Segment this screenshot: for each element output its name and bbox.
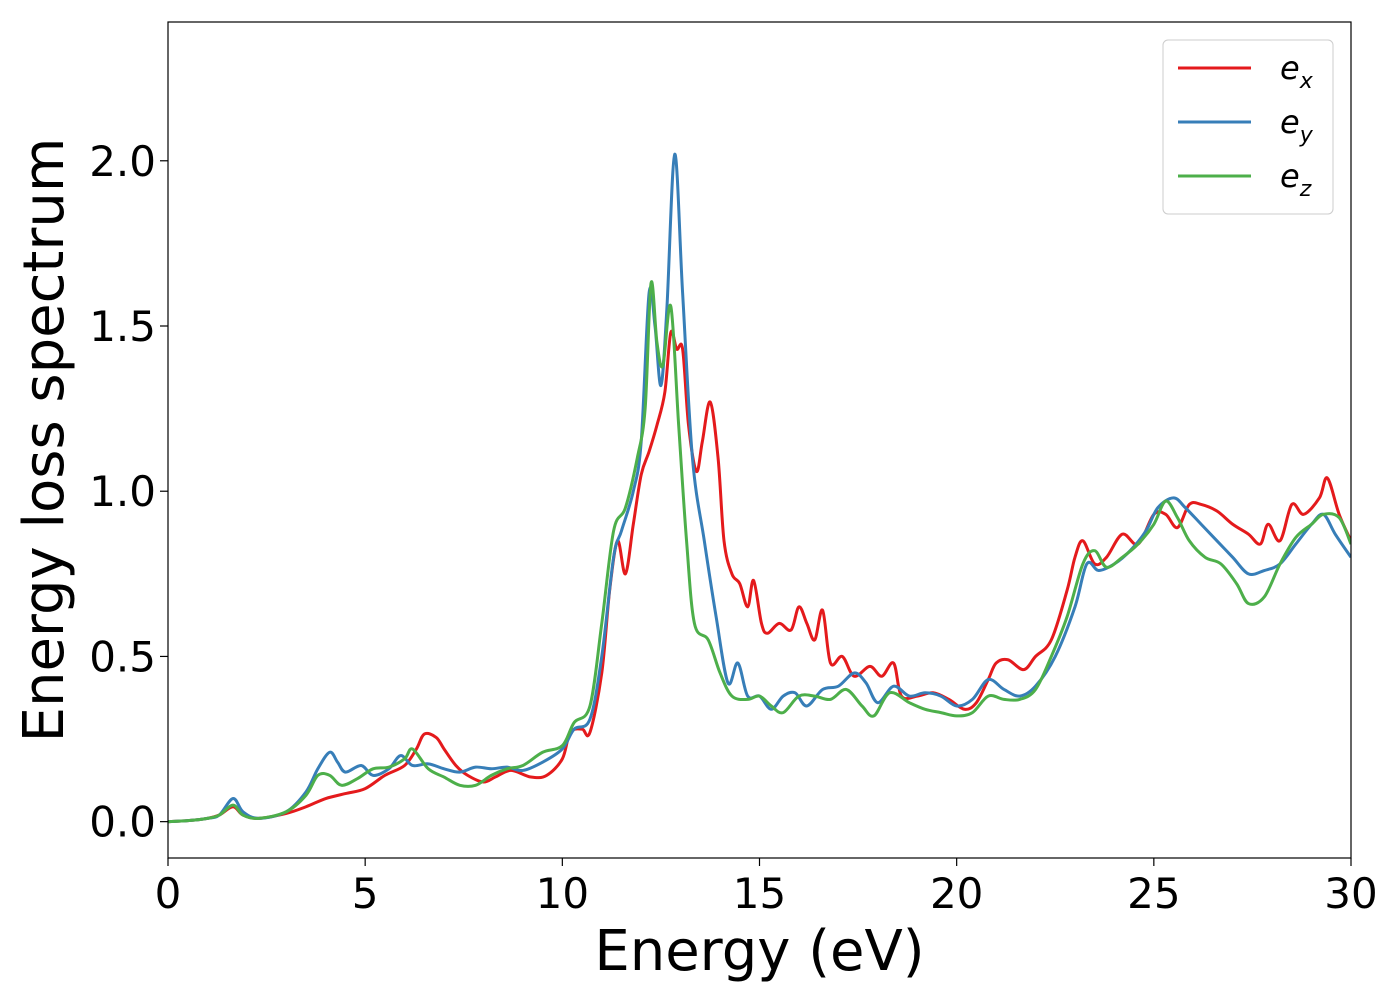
x-axis-ticks: 0 5 10 15 20 25 30 — [155, 858, 1378, 918]
y-tick-label: 2.0 — [89, 137, 156, 186]
x-tick-label: 10 — [536, 869, 589, 918]
legend-label-subscript: z — [1299, 177, 1312, 202]
x-tick-label: 30 — [1324, 869, 1377, 918]
legend-label-subscript: y — [1299, 123, 1314, 148]
series-line-e-z — [168, 280, 1351, 824]
plot-area — [168, 22, 1351, 858]
x-axis-title: Energy (eV) — [594, 919, 924, 984]
y-tick-label: 0.5 — [89, 632, 156, 681]
legend-label-subscript: x — [1299, 69, 1314, 94]
series-layer — [168, 152, 1351, 824]
y-axis-ticks: 0.0 0.5 1.0 1.5 2.0 — [89, 137, 168, 847]
x-tick-label: 20 — [930, 869, 983, 918]
x-tick-label: 15 — [733, 869, 786, 918]
x-tick-label: 0 — [155, 869, 182, 918]
x-tick-label: 25 — [1127, 869, 1180, 918]
y-tick-label: 1.5 — [89, 302, 156, 351]
y-axis-title: Energy loss spectrum — [12, 138, 77, 743]
y-tick-label: 1.0 — [89, 467, 156, 516]
x-tick-label: 5 — [352, 869, 379, 918]
y-tick-label: 0.0 — [89, 798, 156, 847]
legend-box — [1162, 39, 1334, 215]
